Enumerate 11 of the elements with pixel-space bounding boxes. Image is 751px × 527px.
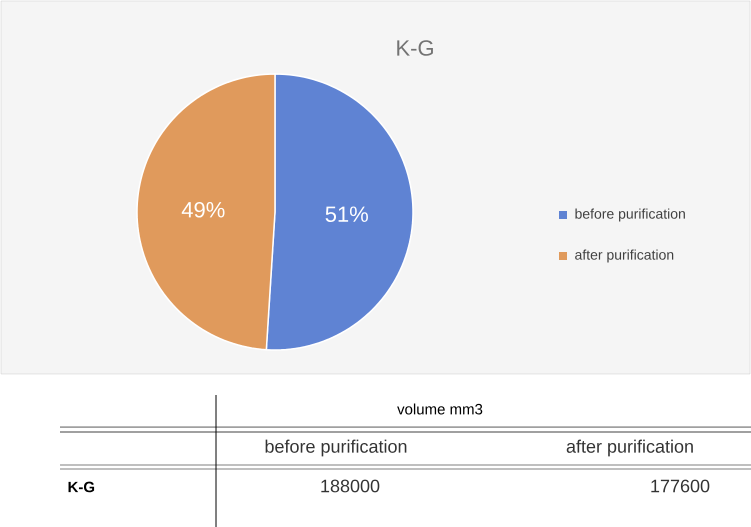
legend-label: after purification — [575, 249, 674, 263]
category-label: after purification — [566, 440, 693, 456]
text: 188000 — [321, 480, 380, 492]
text: K-G — [68, 482, 94, 492]
legend-label: before purification — [575, 208, 685, 222]
slice-label: before purification — [266, 440, 406, 456]
data-label: 49% — [182, 202, 225, 218]
text: 177600 — [651, 480, 710, 492]
chart-title: K-G — [397, 40, 433, 56]
text: volume mm3 — [397, 403, 482, 414]
data-label: 51% — [326, 206, 368, 222]
